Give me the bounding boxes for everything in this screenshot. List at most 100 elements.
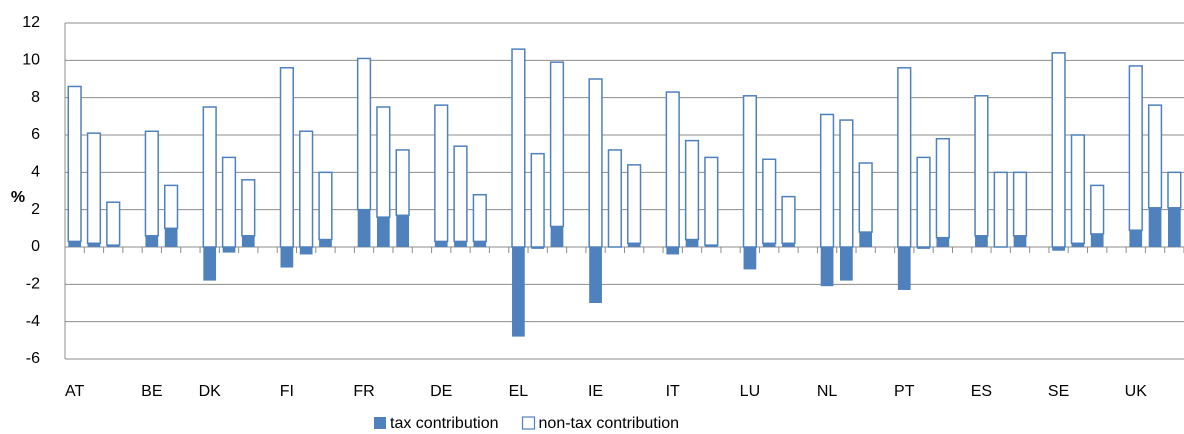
bar bbox=[395, 149, 410, 217]
y-tick-label: 2 bbox=[31, 201, 40, 218]
bar bbox=[589, 247, 602, 303]
bar bbox=[588, 78, 603, 248]
bar bbox=[512, 247, 525, 337]
y-tick-label: -4 bbox=[26, 313, 40, 330]
bar bbox=[222, 247, 236, 253]
y-tick-label: -6 bbox=[26, 350, 40, 367]
bar bbox=[840, 247, 853, 281]
y-tick-label: 4 bbox=[31, 164, 40, 181]
bar bbox=[241, 179, 256, 237]
bar bbox=[704, 156, 719, 246]
bar bbox=[742, 95, 758, 248]
legend-label: non-tax contribution bbox=[539, 415, 680, 432]
bar bbox=[434, 104, 449, 243]
bar bbox=[1071, 243, 1085, 247]
bar bbox=[993, 171, 1008, 248]
x-tick-label: IE bbox=[588, 383, 603, 400]
y-tick-label: -2 bbox=[26, 276, 40, 293]
bar bbox=[1070, 134, 1086, 245]
bar bbox=[356, 57, 372, 211]
x-tick-label: IT bbox=[666, 383, 680, 400]
x-tick-label: SE bbox=[1048, 383, 1069, 400]
bar bbox=[666, 247, 680, 255]
bar bbox=[106, 245, 120, 247]
bar bbox=[550, 226, 564, 247]
bar bbox=[318, 171, 333, 241]
y-tick-label: 12 bbox=[22, 14, 40, 31]
bar bbox=[781, 195, 796, 245]
bar bbox=[280, 247, 294, 268]
bar bbox=[1129, 230, 1143, 247]
bar bbox=[67, 85, 82, 243]
bar bbox=[858, 162, 873, 233]
legend-swatch bbox=[374, 417, 386, 429]
x-tick-label: AT bbox=[65, 383, 84, 400]
bar bbox=[684, 139, 700, 241]
bar bbox=[454, 241, 467, 247]
bar bbox=[221, 156, 237, 248]
bar bbox=[86, 132, 102, 245]
bar bbox=[511, 48, 526, 248]
bar bbox=[549, 61, 565, 228]
bar bbox=[299, 130, 314, 248]
bar bbox=[473, 241, 487, 247]
bar bbox=[1052, 247, 1065, 251]
bar bbox=[1148, 207, 1162, 247]
bar bbox=[975, 235, 988, 247]
bar bbox=[1128, 65, 1143, 231]
bar bbox=[1013, 235, 1027, 247]
bar bbox=[743, 247, 757, 270]
bar bbox=[916, 156, 931, 248]
y-tick-label: 0 bbox=[31, 238, 40, 255]
bar bbox=[1090, 184, 1105, 235]
legend-label: tax contribution bbox=[390, 415, 499, 432]
bar bbox=[68, 241, 82, 247]
y-tick-label: 8 bbox=[31, 89, 40, 106]
x-tick-label: FI bbox=[280, 383, 294, 400]
bar bbox=[319, 239, 332, 247]
y-tick-label: 6 bbox=[31, 126, 40, 143]
bar bbox=[202, 106, 217, 248]
bar bbox=[241, 235, 255, 247]
bar bbox=[531, 247, 545, 249]
bar bbox=[935, 137, 950, 239]
bar bbox=[704, 245, 718, 247]
bar bbox=[434, 241, 448, 247]
legend-swatch bbox=[521, 416, 536, 430]
bar bbox=[145, 235, 159, 247]
y-axis-label: % bbox=[11, 189, 25, 206]
bar bbox=[819, 113, 835, 248]
bar bbox=[1012, 171, 1028, 237]
bar bbox=[974, 95, 989, 237]
bar bbox=[820, 247, 834, 287]
bar bbox=[1051, 52, 1066, 248]
bar bbox=[472, 193, 487, 243]
bar bbox=[665, 91, 680, 248]
y-tick-label: 10 bbox=[22, 52, 40, 69]
bar bbox=[164, 228, 178, 247]
bar bbox=[839, 119, 854, 248]
bar bbox=[530, 152, 545, 248]
bar bbox=[1167, 171, 1182, 209]
bar bbox=[897, 67, 912, 248]
bar bbox=[396, 215, 409, 247]
x-tick-label: UK bbox=[1125, 383, 1148, 400]
x-tick-label: NL bbox=[817, 383, 838, 400]
bar bbox=[762, 158, 777, 245]
x-tick-label: PT bbox=[894, 383, 915, 400]
bar bbox=[607, 149, 622, 248]
bar bbox=[357, 209, 371, 247]
bar bbox=[87, 243, 101, 247]
bar bbox=[1167, 207, 1181, 247]
bar bbox=[279, 67, 294, 248]
x-tick-label: LU bbox=[740, 383, 760, 400]
x-tick-label: ES bbox=[971, 383, 992, 400]
x-tick-label: EL bbox=[509, 383, 529, 400]
bar bbox=[106, 201, 121, 246]
x-tick-label: DE bbox=[430, 383, 452, 400]
bar bbox=[1147, 104, 1163, 209]
bar bbox=[936, 237, 950, 247]
bar bbox=[163, 184, 179, 230]
bar bbox=[203, 247, 217, 281]
